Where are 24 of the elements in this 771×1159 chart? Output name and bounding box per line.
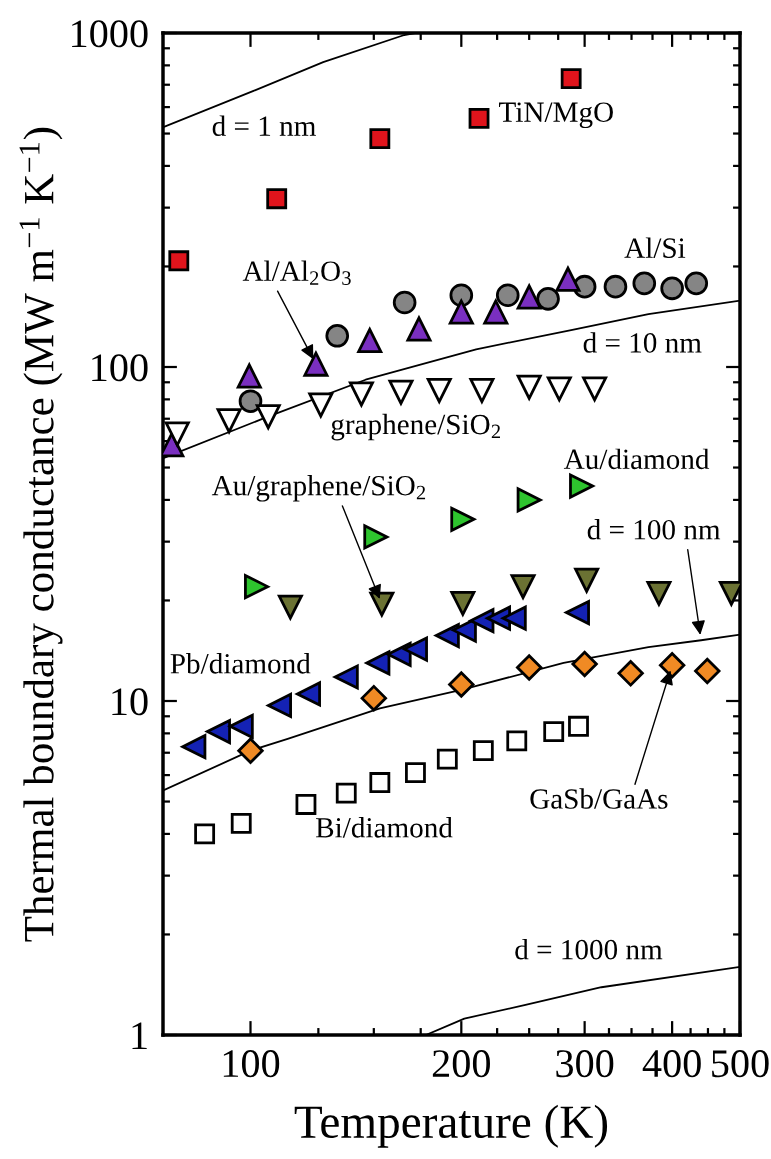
x-tick-label: 500: [712, 1050, 769, 1078]
x-tick-label: 100: [223, 1050, 280, 1078]
annotation: Au/graphene/SiO$_{2}$: [211, 475, 426, 502]
annotation: d = 1 nm: [212, 115, 316, 136]
annotation: graphene/SiO$_{2}$: [331, 413, 500, 441]
annotation: d = 10 nm: [583, 332, 702, 353]
annotation: Al/Al$_{2}$O$_{3}$: [242, 260, 351, 285]
x-tick-label: 400: [642, 1050, 701, 1078]
y-tick-label: 1: [132, 1022, 147, 1049]
y-tick-label: 1000: [72, 20, 148, 48]
x-axis-title: Temperature (K): [294, 1104, 608, 1148]
y-tick-label: 100: [92, 354, 148, 382]
annotation: d = 1000 nm: [515, 938, 663, 960]
annotation: Au/diamond: [563, 448, 710, 470]
annotation: Al/Si: [624, 237, 686, 258]
x-tick-label: 300: [556, 1050, 614, 1078]
annotation: TiN/MgO: [499, 102, 613, 129]
y-tick-label: 10: [112, 688, 148, 716]
annotation: d = 100 nm: [587, 519, 721, 540]
annotation: Pb/diamond: [170, 653, 311, 674]
x-tick-label: 200: [432, 1050, 490, 1078]
annotation: Bi/diamond: [316, 817, 453, 838]
y-axis-title: Thermal boundary conductance (MW m$^{−1}$ K$^{−1}$): [19, 127, 63, 942]
annotation: GaSb/GaAs: [530, 788, 668, 809]
